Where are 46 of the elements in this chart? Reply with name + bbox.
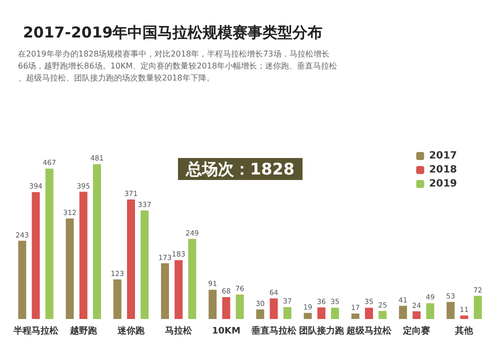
bar (222, 297, 230, 319)
bar (66, 218, 74, 319)
bar (399, 306, 407, 319)
bar (365, 308, 373, 319)
bar (113, 279, 122, 319)
x-tick-label: 其他 (454, 326, 474, 336)
x-tick-label: 定向赛 (402, 326, 430, 336)
bar (174, 260, 183, 319)
bar (256, 309, 264, 319)
bar (79, 192, 88, 319)
bar (412, 311, 421, 319)
bar (236, 294, 244, 319)
x-tick-label: 团队接力跑 (298, 326, 345, 336)
x-tick-label: 10KM (212, 326, 240, 336)
bar (32, 192, 40, 319)
bar (474, 296, 482, 319)
bar (140, 210, 149, 319)
bar (45, 168, 54, 319)
x-tick-label: 超级马拉松 (346, 326, 392, 336)
legend-label: 2017 (429, 150, 458, 162)
bar (283, 307, 292, 319)
x-tick-label: 迷你跑 (116, 326, 146, 336)
chart-title: 2017-2019年中国马拉松规模赛事类型分布 (23, 24, 323, 42)
bar (18, 240, 26, 319)
bar (460, 315, 468, 319)
bar (188, 238, 196, 319)
bar (351, 314, 360, 319)
legend-label: 2019 (429, 178, 458, 190)
annotation: 总场次：1828 (185, 160, 295, 178)
bar (317, 307, 326, 319)
x-tick-label: 垂直马拉松 (250, 326, 298, 336)
bar (426, 303, 434, 319)
legend-label: 2018 (429, 164, 458, 176)
x-tick-label: 马拉松 (165, 326, 194, 336)
bar (93, 164, 101, 319)
bar (127, 200, 135, 319)
x-tick-label: 半程马拉松 (12, 326, 60, 336)
bar (378, 310, 387, 319)
bar (161, 263, 169, 319)
bar (208, 290, 217, 319)
bar (304, 312, 312, 319)
bar (270, 298, 278, 319)
chart-subtitle: 在2019年举办的1828场规模赛事中，对比2018年，半程马拉松增长73场，马拉松增长66场，越野跑增长86场。10KM、定向赛的数量较2018年小幅增长；迷你跑、垂直马拉松、超级马拉松、团队接力跑的场次数量较2018年下降。 (18, 50, 338, 82)
bar (331, 308, 339, 319)
bar (446, 302, 455, 319)
x-tick-label: 越野跑 (68, 326, 98, 336)
